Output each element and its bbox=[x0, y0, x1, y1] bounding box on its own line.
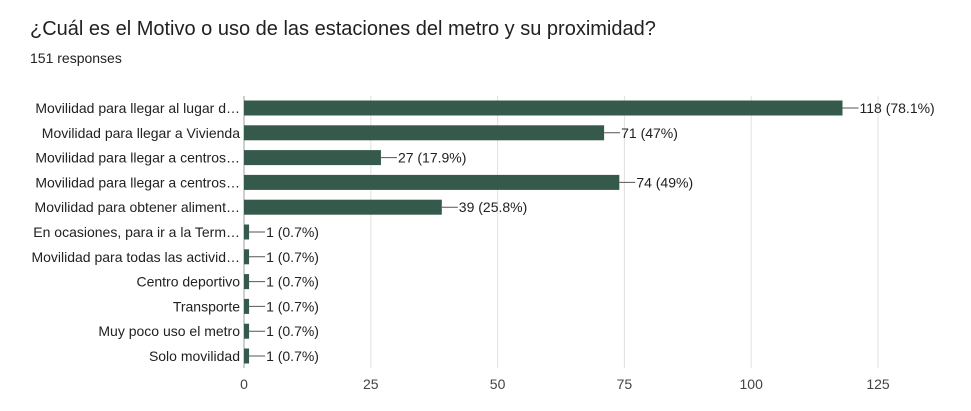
x-tick-label-5: 125 bbox=[866, 376, 890, 392]
bar-7 bbox=[244, 274, 250, 290]
data-label-1: 71 (47%) bbox=[621, 125, 678, 141]
data-label-0: 118 (78.1%) bbox=[859, 100, 934, 116]
category-label-4: Movilidad para obtener aliment… bbox=[35, 199, 240, 215]
x-tick-label-3: 75 bbox=[617, 376, 633, 392]
data-label-2: 27 (17.9%) bbox=[398, 150, 466, 166]
data-label-4: 39 (25.8%) bbox=[459, 199, 527, 215]
bar-10 bbox=[244, 348, 250, 364]
data-label-8: 1 (0.7%) bbox=[266, 298, 319, 314]
category-label-9: Muy poco uso el metro bbox=[98, 323, 240, 339]
category-label-6: Movilidad para todas las activid… bbox=[31, 249, 240, 265]
category-label-10: Solo movilidad bbox=[149, 348, 240, 364]
category-label-2: Movilidad para llegar a centros… bbox=[35, 150, 240, 166]
x-tick-label-0: 0 bbox=[240, 376, 248, 392]
bar-2 bbox=[244, 150, 381, 166]
data-label-10: 1 (0.7%) bbox=[266, 348, 319, 364]
category-label-3: Movilidad para llegar a centros… bbox=[35, 174, 240, 190]
category-label-0: Movilidad para llegar al lugar d… bbox=[35, 100, 240, 116]
bar-5 bbox=[244, 224, 250, 240]
data-label-3: 74 (49%) bbox=[636, 174, 693, 190]
bar-3 bbox=[244, 174, 620, 190]
question-title: ¿Cuál es el Motivo o uso de las estacion… bbox=[30, 18, 656, 40]
category-label-7: Centro deportivo bbox=[136, 274, 240, 290]
bar-6 bbox=[244, 249, 250, 265]
x-tick-label-4: 100 bbox=[740, 376, 764, 392]
category-label-8: Transporte bbox=[173, 298, 240, 314]
category-label-1: Movilidad para llegar a Vivienda bbox=[42, 125, 240, 141]
data-label-6: 1 (0.7%) bbox=[266, 249, 319, 265]
response-count: 151 responses bbox=[30, 50, 122, 66]
data-label-9: 1 (0.7%) bbox=[266, 323, 319, 339]
bar-4 bbox=[244, 199, 442, 215]
bar-0 bbox=[244, 100, 843, 116]
bar-8 bbox=[244, 298, 250, 314]
data-label-5: 1 (0.7%) bbox=[266, 224, 319, 240]
bar-1 bbox=[244, 125, 605, 141]
data-label-7: 1 (0.7%) bbox=[266, 274, 319, 290]
x-tick-label-1: 25 bbox=[363, 376, 379, 392]
x-tick-label-2: 50 bbox=[490, 376, 506, 392]
category-label-5: En ocasiones, para ir a la Term… bbox=[33, 224, 240, 240]
bar-9 bbox=[244, 323, 250, 339]
